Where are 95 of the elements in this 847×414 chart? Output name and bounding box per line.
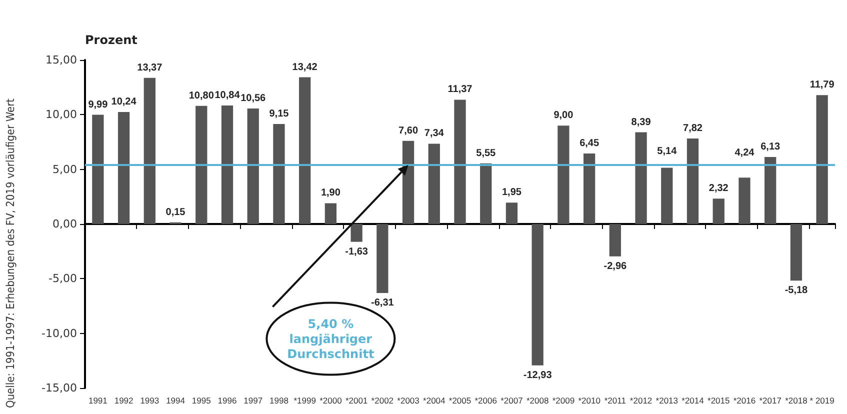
bar	[686, 138, 699, 224]
bar	[454, 100, 466, 224]
data-label: 13,42	[292, 62, 318, 73]
y-tick-label: -10,00	[42, 326, 77, 340]
x-tick-label: *2009	[552, 396, 575, 406]
y-tick-label: 10,00	[46, 108, 77, 122]
data-label: 7,82	[683, 123, 703, 134]
x-tick-label: *2010	[578, 396, 601, 406]
data-label: 9,15	[269, 108, 290, 120]
data-label: 7,34	[424, 128, 444, 140]
data-label: 9,99	[88, 99, 108, 110]
data-label: 10,24	[111, 96, 137, 108]
x-tick-label: 1998	[270, 396, 289, 406]
bar	[92, 114, 104, 224]
data-label: 0,15	[166, 206, 186, 218]
x-tick-label: *2007	[500, 396, 524, 406]
x-tick-label: *2018	[785, 396, 808, 406]
data-label: 8,39	[631, 116, 652, 128]
bar	[480, 163, 492, 224]
data-label: 9,00	[554, 110, 574, 122]
bar	[661, 168, 673, 224]
x-tick-label: * 2019	[810, 396, 835, 406]
x-tick-label: *2006	[474, 396, 498, 406]
source-note: Quelle: 1991-1997: Erhebungen des FV, 2019 vorläufiger Wert	[4, 98, 17, 408]
bar	[299, 77, 311, 224]
bar	[350, 224, 362, 242]
x-tick-label: *2008	[526, 396, 549, 406]
y-tick-label: 15,00	[46, 54, 77, 66]
bar	[428, 144, 440, 224]
x-tick-label: 1997	[244, 396, 263, 406]
data-label: 1,95	[502, 187, 522, 198]
bar	[712, 198, 724, 224]
bar	[558, 126, 570, 224]
y-tick-label: -5,00	[48, 272, 77, 286]
x-tick-label: *2013	[656, 396, 678, 406]
data-label: -1,63	[345, 246, 368, 258]
x-tick-label: *2001	[345, 396, 368, 406]
data-label: 6,45	[580, 138, 600, 149]
data-label: 2,32	[708, 183, 729, 194]
data-label: 13,37	[137, 62, 163, 74]
bar	[324, 203, 337, 224]
data-label: -6,31	[371, 297, 394, 308]
y-tick-label: 0,00	[52, 218, 77, 230]
data-label: 5,55	[476, 148, 496, 159]
data-label: 1,90	[320, 188, 341, 199]
x-tick-label: 1994	[166, 396, 186, 406]
bar	[118, 112, 130, 224]
data-label: 7,60	[398, 125, 418, 136]
x-tick-label: *1999	[294, 396, 316, 406]
x-tick-label: *2003	[397, 396, 420, 406]
bar	[247, 108, 259, 224]
x-tick-label: *2002	[371, 396, 394, 406]
x-tick-label: 1993	[140, 396, 160, 406]
y-axis-title: Prozent	[85, 33, 138, 47]
x-tick-label: *2004	[423, 396, 446, 406]
data-label: -5,18	[784, 285, 808, 296]
data-label: 5,14	[657, 146, 678, 157]
bar	[196, 106, 208, 224]
bar	[273, 124, 285, 224]
data-label: 4,24	[734, 148, 755, 159]
data-label: 11,37	[448, 84, 473, 96]
bar	[221, 105, 234, 224]
x-tick-label: 1991	[88, 396, 108, 406]
data-label: 11,79	[810, 80, 835, 91]
bar	[376, 224, 388, 293]
x-tick-label: *2014	[682, 396, 704, 406]
x-tick-label: 1992	[114, 396, 134, 406]
x-tick-label: *2000	[320, 396, 342, 406]
data-label: 10,56	[240, 93, 266, 104]
ref-line-label: 5,40 % langjähriger Durchschnitt	[287, 316, 374, 361]
y-tick-label: 5,00	[52, 162, 77, 176]
bar	[635, 132, 647, 224]
x-tick-label: 1995	[192, 396, 212, 406]
x-tick-label: *2005	[448, 396, 472, 406]
x-tick-label: *2016	[733, 396, 756, 406]
x-tick-label: 1996	[218, 396, 237, 406]
data-label: 6,13	[760, 141, 781, 152]
data-label: 10,84	[214, 90, 240, 101]
x-tick-label: *2015	[708, 396, 730, 406]
x-tick-label: *2012	[630, 396, 652, 406]
bar	[583, 153, 596, 224]
data-label: 10,80	[188, 90, 214, 102]
bar	[764, 156, 776, 224]
bar	[144, 78, 156, 224]
x-tick-label: *2011	[604, 396, 626, 406]
bar	[816, 95, 828, 224]
bar	[532, 224, 544, 366]
y-tick-label: -15,00	[42, 382, 77, 394]
x-tick-label: *2017	[759, 396, 782, 406]
bar	[506, 202, 518, 224]
data-label: -12,93	[523, 370, 552, 381]
bar	[738, 178, 750, 224]
data-label: -2,96	[604, 260, 628, 272]
bar	[609, 224, 621, 256]
bar	[790, 224, 802, 281]
